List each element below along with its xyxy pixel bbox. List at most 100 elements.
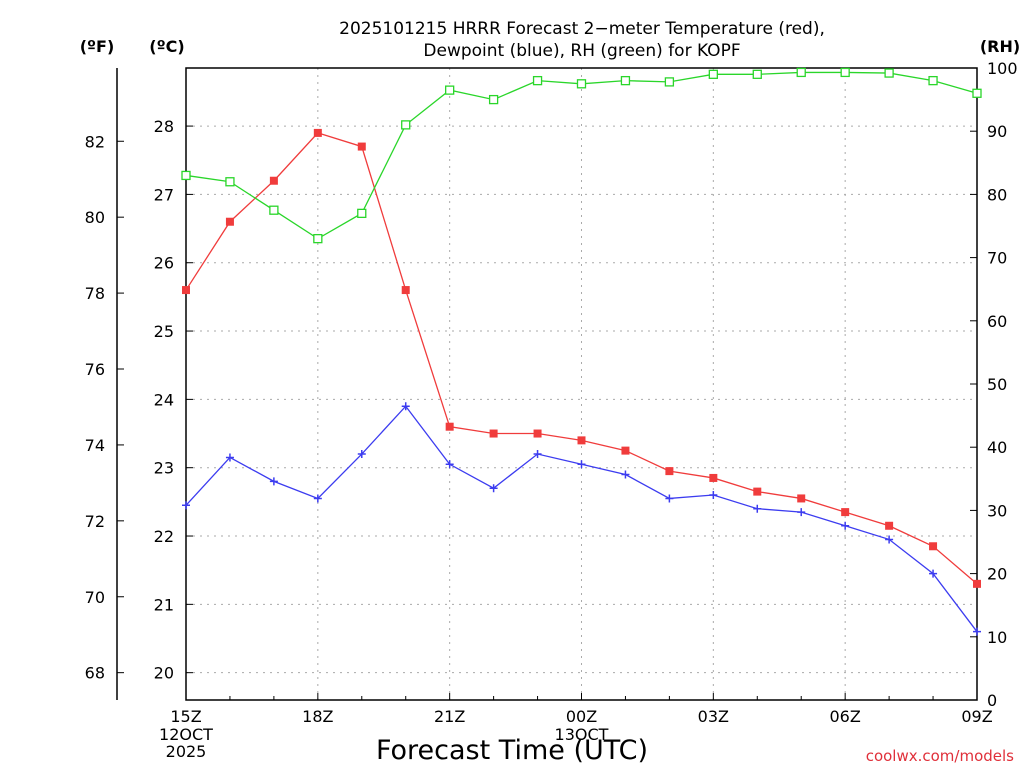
- date-label: 13OCT: [555, 725, 609, 744]
- fahrenheit-axis-label: (ºF): [80, 37, 115, 56]
- rh-point: [840, 67, 850, 78]
- time-tick-label: 00Z: [566, 707, 597, 726]
- tick-labels: 20 21 22 23 24 25 26 27 28 0 10 20 30 40 50 60 70 80 90 100…: [85, 59, 1018, 761]
- celsius-tick-label: 25: [154, 322, 174, 341]
- rh-axis-label: (RH): [980, 37, 1020, 56]
- rh-point: [532, 75, 543, 86]
- rh-point: [445, 85, 455, 95]
- fahrenheit-tick-label: 76: [85, 360, 105, 379]
- dewpoint-point: [929, 569, 938, 578]
- temperature-point: [753, 487, 762, 496]
- dewpoint-point: [225, 453, 234, 462]
- dewpoint-point: [357, 450, 366, 459]
- dewpoint-point: [489, 484, 498, 493]
- source-credit: coolwx.com/models: [866, 747, 1014, 765]
- dewpoint-point: [753, 504, 762, 513]
- rh-tick-label: 60: [987, 312, 1007, 331]
- rh-point: [928, 75, 938, 86]
- temperature-point: [533, 429, 542, 438]
- time-tick-label: 03Z: [698, 707, 729, 726]
- chart-title-line-1: 2025101215 HRRR Forecast 2−meter Tempera…: [339, 19, 825, 39]
- fahrenheit-tick-label: 68: [85, 664, 105, 683]
- temperature-point: [445, 422, 454, 431]
- time-tick-label: 15Z: [170, 707, 201, 726]
- temperature-point: [885, 521, 894, 530]
- temperature-point: [709, 473, 718, 482]
- celsius-tick-label: 20: [154, 664, 174, 683]
- date-label: 2025: [166, 742, 207, 761]
- temperature-point: [841, 508, 850, 517]
- temperature-point: [929, 542, 938, 551]
- temperature-point: [797, 494, 806, 503]
- temperature-point: [973, 579, 981, 588]
- celsius-axis-label: (ºC): [149, 37, 184, 56]
- dewpoint-point: [269, 477, 278, 486]
- celsius-tick-label: 21: [154, 595, 174, 614]
- celsius-tick-label: 24: [154, 390, 174, 409]
- dewpoint-point: [797, 508, 806, 517]
- rh-point: [576, 79, 587, 89]
- rh-point: [884, 68, 894, 78]
- fahrenheit-tick-label: 82: [85, 132, 105, 151]
- rh-tick-label: 20: [987, 565, 1007, 584]
- rh-point: [972, 88, 982, 98]
- data-series: [181, 67, 982, 636]
- rh-point: [708, 69, 718, 79]
- rh-point: [664, 77, 675, 87]
- dewpoint-point: [577, 460, 586, 469]
- celsius-tick-label: 26: [154, 254, 174, 273]
- dewpoint-point: [709, 491, 718, 500]
- temperature-point: [489, 429, 498, 438]
- dewpoint-point: [313, 494, 322, 503]
- temperature-point: [269, 176, 278, 185]
- dewpoint-point: [665, 494, 674, 503]
- rh-tick-label: 10: [987, 628, 1007, 647]
- time-tick-label: 06Z: [830, 707, 861, 726]
- rh-point: [181, 170, 191, 181]
- temperature-point: [225, 217, 234, 226]
- dewpoint-point: [841, 521, 850, 530]
- fahrenheit-tick-label: 78: [85, 284, 105, 303]
- axes: [116, 67, 978, 701]
- fahrenheit-tick-label: 72: [85, 512, 105, 531]
- rh-tick-label: 0: [987, 691, 997, 710]
- rh-point: [357, 208, 367, 219]
- time-tick-label: 18Z: [302, 707, 333, 726]
- rh-point: [796, 67, 806, 78]
- rh-point: [752, 69, 762, 79]
- celsius-tick-label: 28: [154, 117, 174, 136]
- rh-tick-label: 80: [987, 185, 1007, 204]
- fahrenheit-tick-label: 74: [85, 436, 105, 455]
- dewpoint-point: [885, 535, 894, 544]
- temperature-point: [401, 286, 410, 295]
- rh-point: [488, 94, 499, 105]
- temperature-point: [357, 142, 366, 151]
- rh-point: [225, 177, 235, 187]
- date-label: 12OCT: [159, 725, 213, 744]
- rh-point: [313, 233, 323, 244]
- x-axis-label: Forecast Time (UTC): [376, 735, 648, 766]
- rh-tick-label: 50: [987, 375, 1007, 394]
- rh-tick-label: 70: [987, 249, 1007, 268]
- temperature-point: [182, 286, 190, 295]
- time-tick-label: 09Z: [961, 707, 992, 726]
- temperature-point: [621, 446, 630, 455]
- rh-point: [620, 75, 631, 86]
- gridlines: [186, 68, 977, 700]
- rh-point: [401, 120, 411, 130]
- fahrenheit-tick-label: 80: [85, 208, 105, 227]
- rh-point: [269, 205, 279, 215]
- fahrenheit-tick-label: 70: [85, 588, 105, 607]
- rh-tick-label: 30: [987, 501, 1007, 520]
- dewpoint-point: [533, 450, 542, 459]
- dewpoint-point: [401, 402, 410, 411]
- dewpoint-point: [621, 470, 630, 479]
- celsius-tick-label: 23: [154, 459, 174, 478]
- temperature-point: [665, 467, 674, 476]
- time-tick-label: 21Z: [434, 707, 465, 726]
- rh-tick-label: 40: [987, 438, 1007, 457]
- rh-tick-label: 100: [987, 59, 1018, 78]
- temperature-point: [313, 128, 322, 137]
- celsius-tick-label: 27: [154, 185, 174, 204]
